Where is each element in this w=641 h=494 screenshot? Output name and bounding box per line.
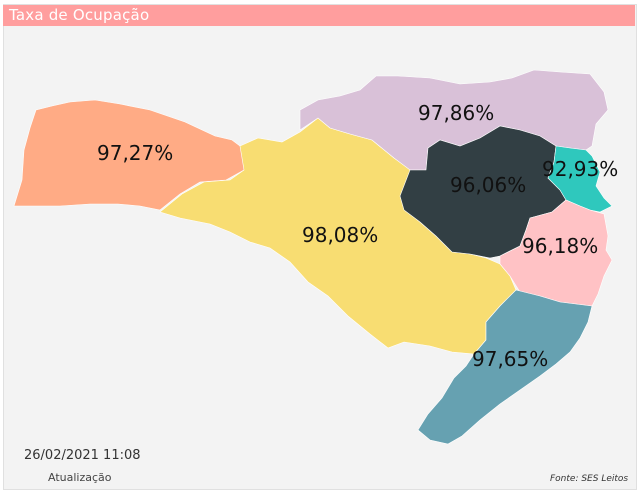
- label-norte: 97,86%: [418, 101, 494, 125]
- update-label: Atualização: [48, 471, 112, 484]
- region-sul[interactable]: [417, 289, 593, 445]
- title-bar: Taxa de Ocupação: [3, 5, 635, 26]
- panel-title: Taxa de Ocupação: [9, 6, 150, 24]
- update-timestamp: 26/02/2021 11:08: [24, 448, 141, 463]
- source-label: Fonte: SES Leitos: [550, 474, 629, 484]
- label-sul: 97,65%: [472, 347, 548, 371]
- label-vale-itajai: 96,06%: [450, 173, 526, 197]
- region-grande-florianopolis[interactable]: [499, 199, 613, 307]
- label-meio-oeste: 98,08%: [302, 223, 378, 247]
- label-oeste: 97,27%: [97, 141, 173, 165]
- label-grande-florianopolis: 96,18%: [522, 234, 598, 258]
- region-meio-oeste[interactable]: [159, 117, 517, 355]
- label-litoral-norte: 92,93%: [542, 157, 618, 181]
- region-oeste[interactable]: [13, 99, 249, 211]
- region-litoral-norte[interactable]: [547, 145, 613, 213]
